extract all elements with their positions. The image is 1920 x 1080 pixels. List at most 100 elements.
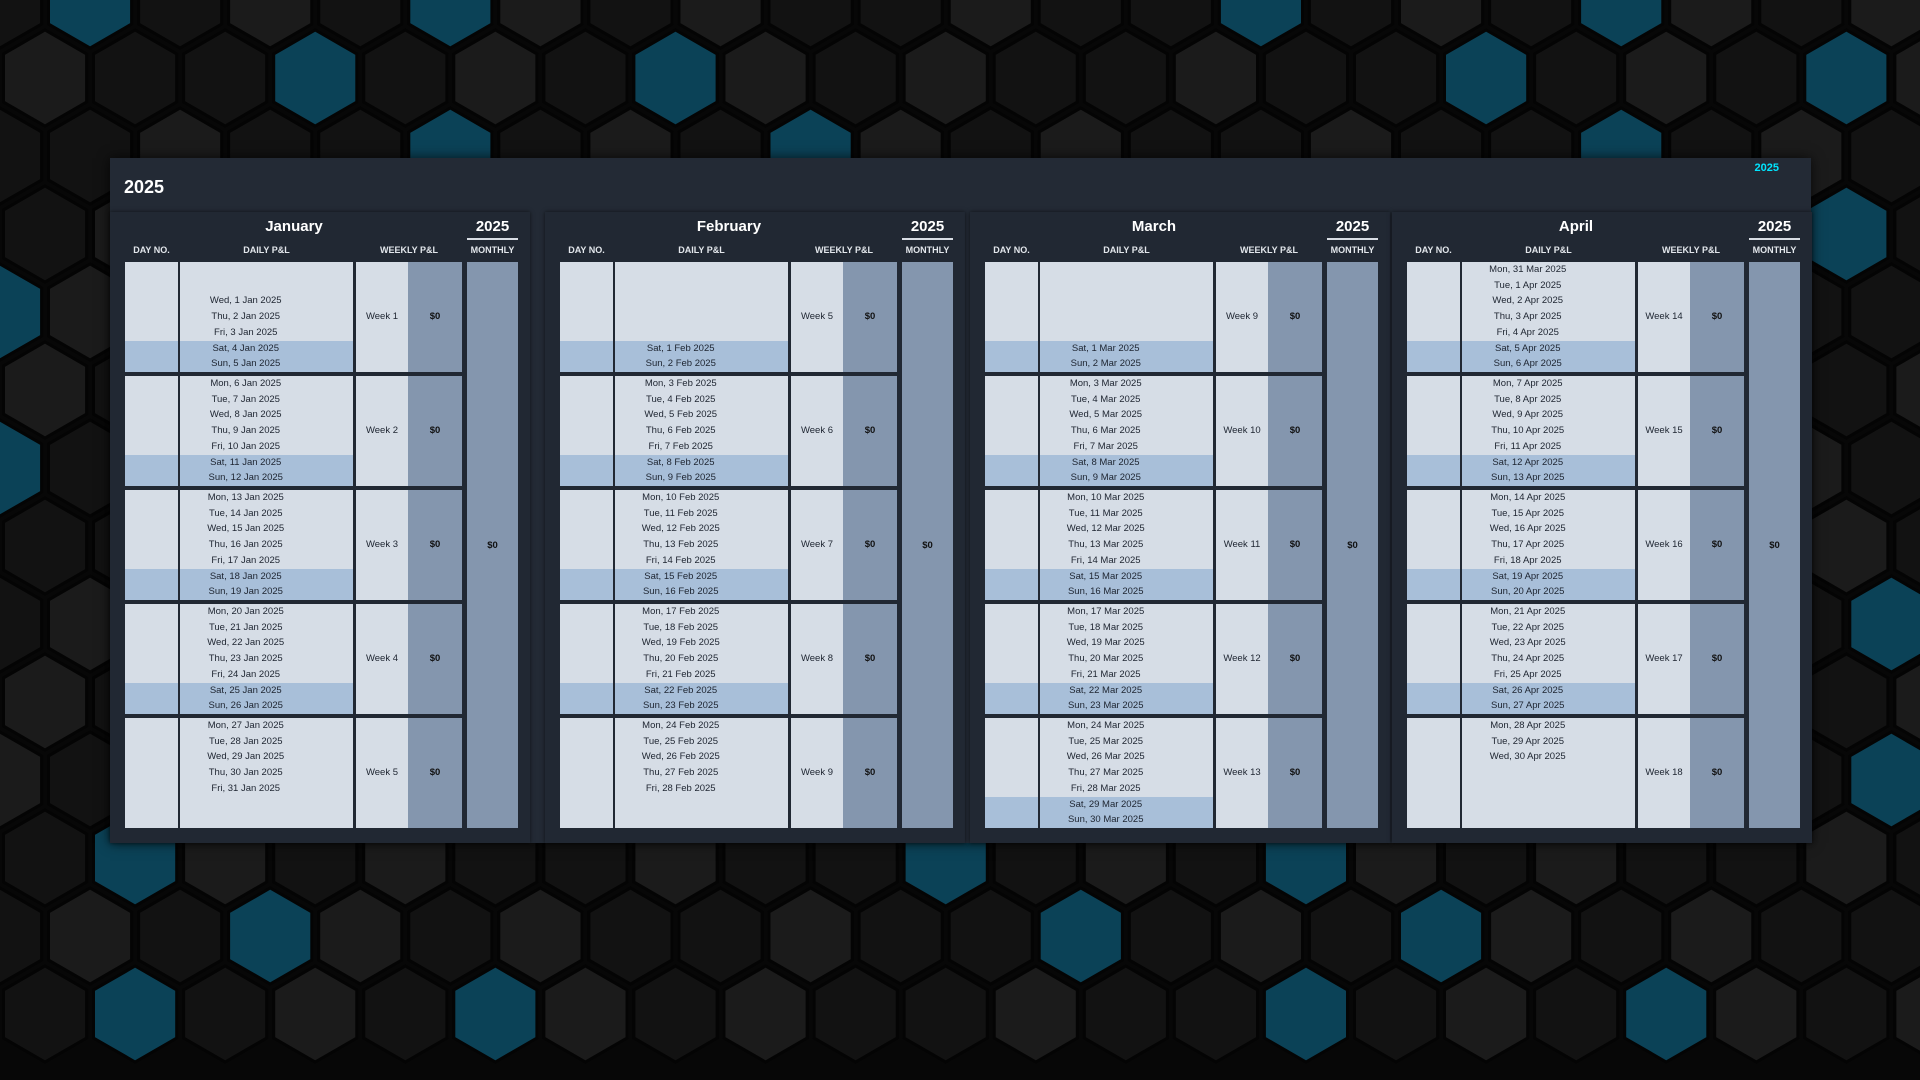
day-no-cell[interactable]: [1407, 262, 1460, 278]
day-no-cell[interactable]: [560, 454, 613, 471]
day-no-cell[interactable]: [985, 506, 1038, 522]
daily-pl-cell[interactable]: Sun, 12 Jan 2025: [180, 470, 353, 486]
day-no-cell[interactable]: [1407, 325, 1460, 341]
daily-pl-cell[interactable]: Sun, 27 Apr 2025: [1462, 698, 1635, 714]
day-no-cell[interactable]: [560, 620, 613, 636]
daily-pl-cell[interactable]: Wed, 5 Feb 2025: [615, 407, 788, 423]
day-no-cell[interactable]: [985, 340, 1038, 357]
day-no-cell[interactable]: [1407, 376, 1460, 392]
day-no-cell[interactable]: [125, 521, 178, 537]
day-no-cell[interactable]: [1407, 781, 1460, 797]
daily-pl-cell[interactable]: [615, 309, 788, 325]
daily-pl-cell[interactable]: Wed, 26 Feb 2025: [615, 749, 788, 765]
daily-pl-cell[interactable]: Wed, 12 Mar 2025: [1040, 521, 1213, 537]
day-no-cell[interactable]: [1407, 797, 1460, 813]
day-no-cell[interactable]: [985, 651, 1038, 667]
daily-pl-cell[interactable]: Mon, 20 Jan 2025: [180, 604, 353, 620]
daily-pl-cell[interactable]: Sat, 1 Mar 2025: [1040, 340, 1213, 357]
day-no-cell[interactable]: [560, 521, 613, 537]
day-no-cell[interactable]: [560, 376, 613, 392]
daily-pl-cell[interactable]: Sat, 11 Jan 2025: [180, 454, 353, 471]
daily-pl-cell[interactable]: Mon, 17 Mar 2025: [1040, 604, 1213, 620]
day-no-cell[interactable]: [560, 765, 613, 781]
day-no-cell[interactable]: [125, 797, 178, 813]
day-no-cell[interactable]: [560, 604, 613, 620]
daily-pl-cell[interactable]: Fri, 3 Jan 2025: [180, 325, 353, 341]
day-no-cell[interactable]: [560, 340, 613, 357]
daily-pl-cell[interactable]: Fri, 17 Jan 2025: [180, 553, 353, 569]
daily-pl-cell[interactable]: Wed, 19 Feb 2025: [615, 635, 788, 651]
daily-pl-cell[interactable]: Thu, 9 Jan 2025: [180, 423, 353, 439]
daily-pl-cell[interactable]: Wed, 15 Jan 2025: [180, 521, 353, 537]
day-no-cell[interactable]: [985, 635, 1038, 651]
day-no-cell[interactable]: [125, 620, 178, 636]
day-no-cell[interactable]: [560, 439, 613, 455]
daily-pl-cell[interactable]: Wed, 19 Mar 2025: [1040, 635, 1213, 651]
daily-pl-cell[interactable]: Mon, 28 Apr 2025: [1462, 718, 1635, 734]
daily-pl-cell[interactable]: [1462, 797, 1635, 813]
daily-pl-cell[interactable]: [180, 262, 353, 278]
daily-pl-cell[interactable]: Sat, 29 Mar 2025: [1040, 796, 1213, 813]
daily-pl-cell[interactable]: [180, 812, 353, 828]
daily-pl-cell[interactable]: Fri, 28 Feb 2025: [615, 781, 788, 797]
daily-pl-cell[interactable]: Sat, 18 Jan 2025: [180, 568, 353, 585]
daily-pl-cell[interactable]: Wed, 16 Apr 2025: [1462, 521, 1635, 537]
daily-pl-cell[interactable]: Sat, 26 Apr 2025: [1462, 682, 1635, 699]
daily-pl-cell[interactable]: Wed, 29 Jan 2025: [180, 749, 353, 765]
daily-pl-cell[interactable]: Tue, 8 Apr 2025: [1462, 392, 1635, 408]
day-no-cell[interactable]: [985, 568, 1038, 585]
day-no-cell[interactable]: [1407, 651, 1460, 667]
daily-pl-cell[interactable]: Fri, 7 Mar 2025: [1040, 439, 1213, 455]
daily-pl-cell[interactable]: Fri, 10 Jan 2025: [180, 439, 353, 455]
daily-pl-cell[interactable]: Mon, 17 Feb 2025: [615, 604, 788, 620]
daily-pl-cell[interactable]: Sun, 23 Mar 2025: [1040, 698, 1213, 714]
day-no-cell[interactable]: [985, 392, 1038, 408]
daily-pl-cell[interactable]: Fri, 21 Feb 2025: [615, 667, 788, 683]
daily-pl-cell[interactable]: Thu, 16 Jan 2025: [180, 537, 353, 553]
daily-pl-cell[interactable]: Mon, 24 Mar 2025: [1040, 718, 1213, 734]
day-no-cell[interactable]: [560, 797, 613, 813]
daily-pl-cell[interactable]: Fri, 4 Apr 2025: [1462, 325, 1635, 341]
daily-pl-cell[interactable]: Sat, 19 Apr 2025: [1462, 568, 1635, 585]
day-no-cell[interactable]: [560, 635, 613, 651]
day-no-cell[interactable]: [125, 682, 178, 699]
day-no-cell[interactable]: [985, 521, 1038, 537]
day-no-cell[interactable]: [985, 796, 1038, 813]
day-no-cell[interactable]: [985, 309, 1038, 325]
day-no-cell[interactable]: [985, 667, 1038, 683]
daily-pl-cell[interactable]: Mon, 24 Feb 2025: [615, 718, 788, 734]
daily-pl-cell[interactable]: Tue, 11 Feb 2025: [615, 506, 788, 522]
daily-pl-cell[interactable]: [1040, 325, 1213, 341]
day-no-cell[interactable]: [560, 490, 613, 506]
daily-pl-cell[interactable]: Thu, 30 Jan 2025: [180, 765, 353, 781]
daily-pl-cell[interactable]: Fri, 14 Mar 2025: [1040, 553, 1213, 569]
day-no-cell[interactable]: [125, 470, 178, 486]
day-no-cell[interactable]: [560, 667, 613, 683]
day-no-cell[interactable]: [125, 340, 178, 357]
daily-pl-cell[interactable]: Sat, 25 Jan 2025: [180, 682, 353, 699]
daily-pl-cell[interactable]: Tue, 4 Feb 2025: [615, 392, 788, 408]
day-no-cell[interactable]: [1407, 537, 1460, 553]
daily-pl-cell[interactable]: Mon, 6 Jan 2025: [180, 376, 353, 392]
day-no-cell[interactable]: [985, 604, 1038, 620]
day-no-cell[interactable]: [125, 278, 178, 294]
daily-pl-cell[interactable]: Sun, 5 Jan 2025: [180, 356, 353, 372]
daily-pl-cell[interactable]: Thu, 2 Jan 2025: [180, 309, 353, 325]
day-no-cell[interactable]: [560, 262, 613, 278]
daily-pl-cell[interactable]: Thu, 23 Jan 2025: [180, 651, 353, 667]
daily-pl-cell[interactable]: [615, 812, 788, 828]
daily-pl-cell[interactable]: Fri, 7 Feb 2025: [615, 439, 788, 455]
daily-pl-cell[interactable]: Thu, 13 Feb 2025: [615, 537, 788, 553]
day-no-cell[interactable]: [1407, 749, 1460, 765]
daily-pl-cell[interactable]: Sat, 15 Feb 2025: [615, 568, 788, 585]
day-no-cell[interactable]: [985, 470, 1038, 486]
day-no-cell[interactable]: [1407, 423, 1460, 439]
day-no-cell[interactable]: [560, 698, 613, 714]
day-no-cell[interactable]: [125, 635, 178, 651]
day-no-cell[interactable]: [1407, 470, 1460, 486]
day-no-cell[interactable]: [985, 765, 1038, 781]
day-no-cell[interactable]: [125, 325, 178, 341]
daily-pl-cell[interactable]: Thu, 20 Mar 2025: [1040, 651, 1213, 667]
day-no-cell[interactable]: [125, 812, 178, 828]
daily-pl-cell[interactable]: Tue, 18 Mar 2025: [1040, 620, 1213, 636]
